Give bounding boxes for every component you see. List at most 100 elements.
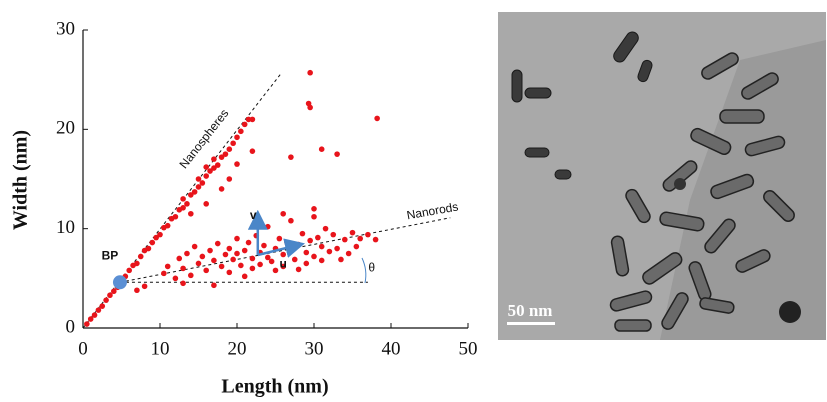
data-point: [334, 245, 340, 252]
data-point: [326, 248, 333, 255]
data-point: [234, 134, 240, 141]
data-point: [218, 154, 225, 160]
data-point: [195, 184, 202, 190]
data-point: [180, 280, 186, 287]
data-point: [95, 307, 102, 313]
data-point: [203, 164, 209, 170]
rod: [701, 52, 739, 80]
data-point: [272, 267, 279, 274]
data-point: [265, 223, 271, 230]
axis-arrow: [257, 238, 305, 258]
tem-image: 50 nm: [498, 12, 826, 340]
data-point: [137, 253, 144, 260]
data-point: [288, 217, 294, 224]
data-point: [241, 121, 248, 128]
data-point: [307, 69, 313, 76]
x-tick-label: 0: [78, 338, 88, 359]
data-point: [345, 250, 352, 257]
rod: [744, 135, 786, 157]
data-point: [349, 229, 356, 236]
data-point: [249, 265, 256, 272]
rod: [659, 211, 705, 232]
data-point: [84, 321, 90, 327]
data-point: [230, 256, 236, 263]
rod: [609, 290, 653, 312]
rod: [719, 109, 765, 124]
data-point: [226, 245, 233, 252]
data-point: [311, 253, 317, 260]
data-point: [245, 239, 252, 246]
y-tick-label: 30: [56, 18, 75, 39]
data-point: [334, 151, 340, 157]
data-point: [184, 201, 190, 207]
data-point: [322, 225, 329, 232]
x-tick-label: 50: [459, 338, 478, 359]
data-point: [318, 257, 325, 264]
data-point: [311, 213, 317, 220]
data-point: [211, 257, 217, 264]
data-point: [241, 247, 248, 254]
branch-point: [112, 275, 127, 290]
data-point: [288, 154, 294, 160]
data-point: [365, 231, 371, 238]
data-point: [188, 272, 194, 279]
data-point: [230, 140, 236, 147]
data-point: [153, 234, 159, 241]
data-point: [284, 239, 290, 246]
data-point: [338, 256, 344, 263]
particle: [779, 301, 801, 323]
data-point: [188, 192, 194, 198]
x-tick-label: 40: [382, 338, 401, 359]
data-point: [245, 116, 252, 123]
rod: [610, 235, 630, 277]
data-point: [238, 128, 244, 135]
annotation: v: [250, 208, 257, 222]
rod: [614, 319, 652, 332]
rod: [699, 297, 735, 314]
rod: [735, 249, 771, 273]
data-point: [307, 104, 313, 111]
data-point: [211, 165, 217, 171]
rod: [511, 69, 523, 103]
data-point: [222, 151, 229, 157]
data-point: [172, 275, 179, 282]
rod: [741, 72, 779, 100]
scale-bar-label: 50 nm: [508, 301, 553, 320]
data-point: [295, 266, 302, 273]
data-point: [330, 231, 337, 238]
data-point: [291, 256, 298, 263]
data-point: [280, 210, 287, 217]
data-point: [157, 231, 163, 238]
data-point: [203, 267, 209, 274]
data-point: [180, 196, 186, 202]
data-point: [145, 245, 152, 252]
data-point: [268, 258, 275, 265]
data-point: [234, 235, 240, 242]
data-point: [203, 201, 209, 207]
data-point: [180, 205, 186, 211]
annotation: Nanorods: [406, 200, 460, 223]
data-point: [261, 242, 267, 249]
data-point: [315, 234, 321, 241]
data-point: [203, 173, 209, 179]
x-tick-label: 30: [305, 338, 324, 359]
nanorods-cluster: [511, 31, 801, 332]
particle: [674, 178, 686, 190]
y-axis-label: Width (nm): [10, 130, 32, 230]
y-tick-label: 20: [56, 118, 75, 139]
angle-arc: [361, 257, 367, 284]
data-point: [99, 303, 106, 309]
data-point: [149, 239, 156, 246]
data-point: [199, 253, 206, 260]
data-point: [226, 176, 233, 182]
data-point: [265, 254, 271, 261]
data-point: [307, 237, 313, 244]
data-point: [91, 312, 98, 318]
rod: [554, 169, 572, 180]
data-point: [134, 287, 140, 294]
rod: [710, 173, 755, 200]
data-point: [141, 283, 148, 290]
data-point: [374, 115, 380, 122]
data-point: [164, 263, 171, 270]
